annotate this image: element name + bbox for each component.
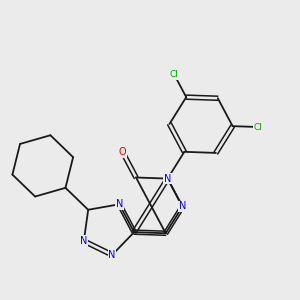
Text: Cl: Cl xyxy=(254,122,262,131)
Text: N: N xyxy=(179,202,186,212)
Text: Cl: Cl xyxy=(170,70,179,79)
Text: N: N xyxy=(164,174,171,184)
Text: N: N xyxy=(109,250,116,260)
Text: N: N xyxy=(80,236,88,246)
Text: N: N xyxy=(116,199,123,209)
Text: O: O xyxy=(119,147,127,158)
